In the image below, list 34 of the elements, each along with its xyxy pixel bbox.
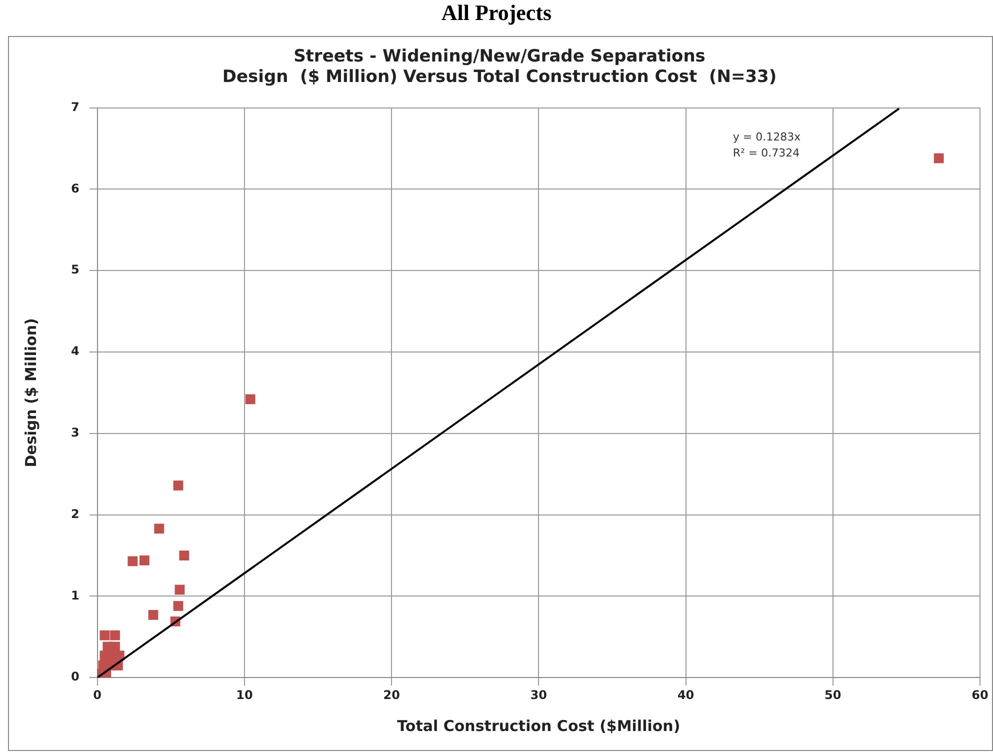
point	[110, 642, 120, 652]
y-tick-label: 1	[70, 588, 80, 602]
y-axis-title: Design ($ Million)	[22, 318, 40, 468]
y-tick-label: 3	[70, 426, 80, 440]
y-tick-label: 0	[70, 670, 80, 684]
chart-subtitle: Streets - Widening/New/Grade Separations Design ($ Million) Versus Total Construction Cost (N=33)	[222, 46, 777, 88]
annotation: y = 0.1283x	[732, 130, 802, 144]
point	[110, 630, 120, 640]
point	[148, 610, 158, 620]
x-tick-label: 40	[677, 688, 694, 702]
annotation: R² = 0.7324	[732, 146, 800, 160]
point	[245, 394, 256, 404]
x-tick-label: 20	[383, 688, 400, 702]
y-tick-label: 4	[70, 344, 80, 358]
point	[173, 480, 184, 490]
point	[154, 524, 164, 534]
y-tick-label: 5	[70, 262, 80, 277]
x-tick-label: 10	[236, 688, 253, 702]
x-tick-label: 50	[824, 688, 842, 702]
point	[128, 556, 138, 566]
point	[179, 550, 190, 560]
point	[173, 601, 184, 611]
x-tick-label: 30	[530, 688, 548, 702]
y-tick-label: 7	[70, 100, 80, 114]
point	[139, 555, 150, 566]
point	[174, 584, 185, 595]
x-axis-title: Total Construction Cost ($Million)	[397, 716, 680, 735]
x-tick-label: 60	[972, 688, 988, 702]
x-tick-label: 0	[93, 688, 102, 702]
point	[100, 630, 110, 640]
chart-title: All Projects	[440, 0, 553, 27]
y-tick-label: 2	[70, 506, 80, 521]
point	[934, 153, 944, 164]
y-tick-label: 6	[70, 181, 80, 196]
